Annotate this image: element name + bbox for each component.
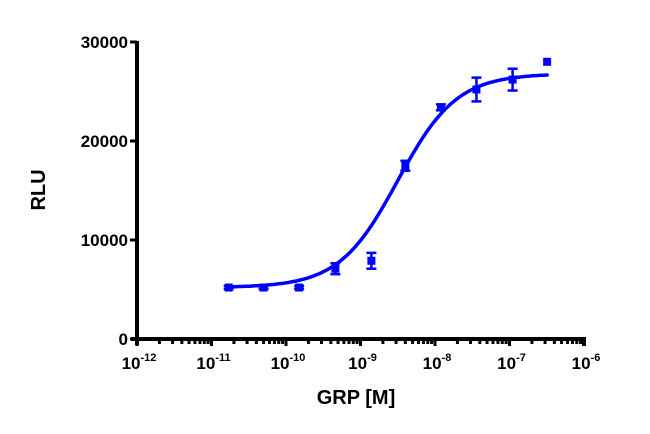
data-point <box>258 283 269 292</box>
x-tick-label: 10-6 <box>572 352 601 373</box>
x-tick-label: 10-11 <box>196 352 230 373</box>
y-tick-label: 10000 <box>81 231 128 250</box>
data-point <box>507 67 518 92</box>
data-points <box>223 57 552 292</box>
data-point <box>471 76 482 103</box>
y-tick-label: 20000 <box>81 132 128 151</box>
data-point <box>435 103 446 112</box>
data-point <box>543 57 552 66</box>
x-tick-label: 10-9 <box>348 352 377 373</box>
data-point <box>223 283 234 292</box>
y-axis: 0 10000 20000 30000 <box>81 33 139 349</box>
data-point <box>294 283 305 292</box>
fit-curve <box>226 73 549 289</box>
x-tick-label: 10-8 <box>423 352 452 373</box>
y-tick-label: 0 <box>119 330 128 349</box>
x-tick-label: 10-10 <box>271 352 306 373</box>
data-point <box>366 251 377 270</box>
x-tick-label: 10-7 <box>497 352 526 373</box>
data-point <box>330 262 341 276</box>
x-tick-label: 10-12 <box>122 352 157 373</box>
y-axis-title: RLU <box>28 169 50 210</box>
x-axis: 10-12 10-11 10-10 10-9 10-8 10-7 10-6 <box>122 337 601 373</box>
y-tick-label: 30000 <box>81 33 128 52</box>
x-axis-title: GRP [M] <box>317 387 396 409</box>
data-point <box>400 159 411 172</box>
